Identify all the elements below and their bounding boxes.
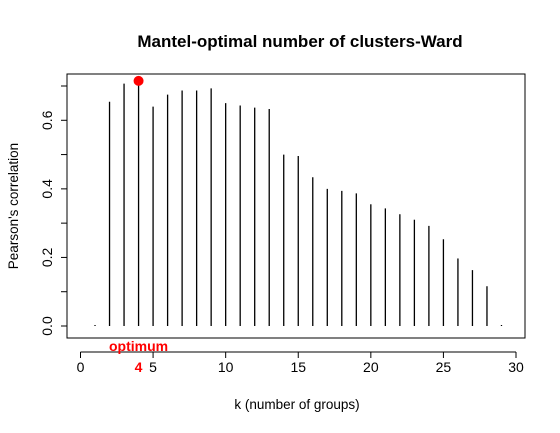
plot-box — [66, 73, 526, 339]
x-tick-label: 0 — [77, 359, 85, 375]
bars — [94, 80, 503, 326]
x-axis: 0 5 10 15 20 25 30 — [77, 351, 524, 375]
y-axis-label: Pearson's correlation — [6, 143, 21, 269]
optimum-point — [133, 75, 144, 86]
x-tick-label: 20 — [363, 359, 379, 375]
x-tick-label: 10 — [218, 359, 234, 375]
y-tick-label: 0.2 — [39, 247, 55, 267]
x-tick-label: 5 — [149, 359, 157, 375]
optimum-label: optimum — [109, 338, 168, 354]
y-tick-label: 0.0 — [39, 316, 55, 336]
x-axis-label: k (number of groups) — [234, 397, 359, 412]
x-tick-label: 30 — [508, 359, 524, 375]
y-tick-label: 0.4 — [39, 179, 55, 199]
x-tick-label: 25 — [436, 359, 452, 375]
y-axis: 0.0 0.2 0.4 0.6 — [39, 85, 68, 336]
chart-title: Mantel-optimal number of clusters-Ward — [137, 32, 462, 51]
y-tick-label: 0.6 — [39, 110, 55, 130]
x-tick-label: 15 — [290, 359, 306, 375]
optimum-marker: optimum 4 — [109, 75, 168, 375]
optimum-k-label: 4 — [135, 359, 143, 375]
